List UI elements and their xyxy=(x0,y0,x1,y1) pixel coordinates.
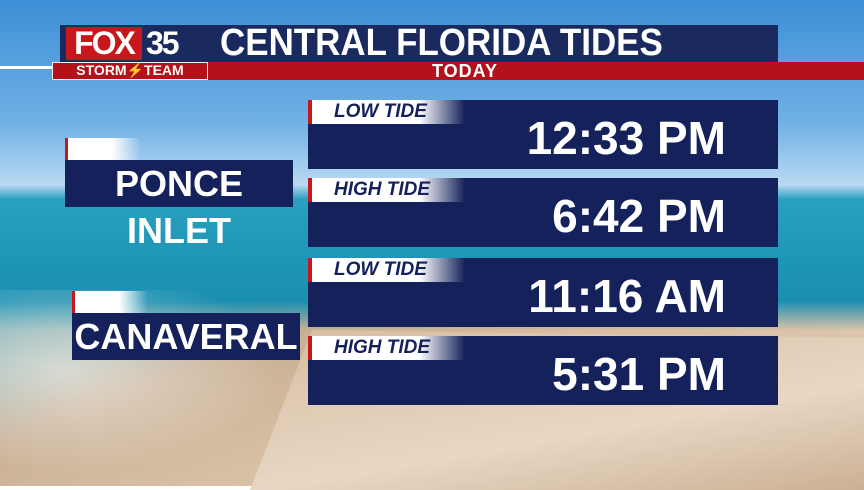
header-bar xyxy=(60,25,778,62)
tide-row: LOW TIDE 12:33 PM xyxy=(308,100,778,169)
tide-time: 12:33 PM xyxy=(526,112,726,164)
subtitle: TODAY xyxy=(431,61,499,81)
channel-number: 35 xyxy=(146,25,180,61)
tide-time: 6:42 PM xyxy=(552,190,726,242)
tide-label: LOW TIDE xyxy=(308,258,465,282)
fox-logo: FOX xyxy=(66,27,142,60)
location-header-accent xyxy=(65,138,141,160)
subtitle-bar xyxy=(208,62,864,80)
storm-team-logo: STORM⚡TEAM xyxy=(52,62,208,80)
location-header-accent xyxy=(72,291,148,313)
tide-time: 5:31 PM xyxy=(552,348,726,400)
divider xyxy=(0,66,52,69)
tide-label: LOW TIDE xyxy=(308,100,465,124)
page-title: CENTRAL FLORIDA TIDES xyxy=(220,22,663,64)
tide-time: 11:16 AM xyxy=(528,270,726,322)
tide-label: HIGH TIDE xyxy=(308,178,465,202)
location-ponce-inlet: PONCE INLET xyxy=(65,160,293,251)
tide-row: HIGH TIDE 5:31 PM xyxy=(308,336,778,405)
tide-row: HIGH TIDE 6:42 PM xyxy=(308,178,778,247)
tide-label: HIGH TIDE xyxy=(308,336,465,360)
location-canaveral: CANAVERAL xyxy=(72,313,300,360)
tide-row: LOW TIDE 11:16 AM xyxy=(308,258,778,327)
